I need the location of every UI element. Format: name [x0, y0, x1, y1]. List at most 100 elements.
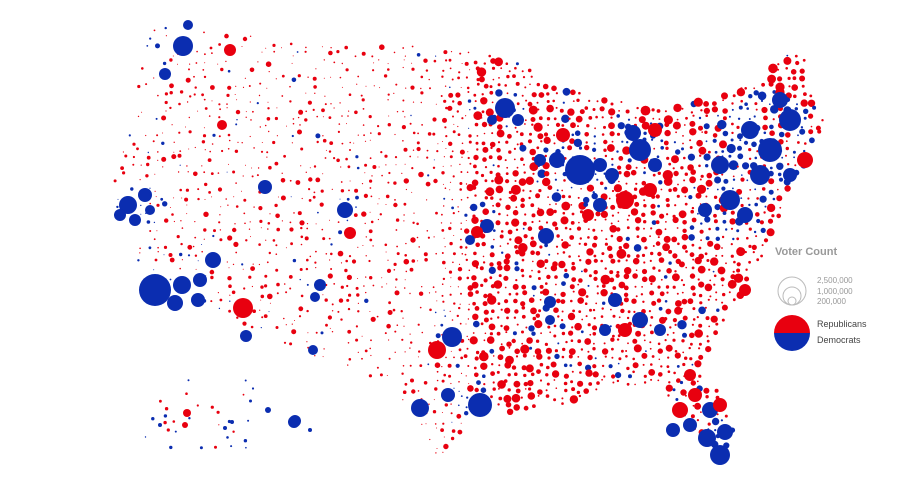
- county-bubble: [515, 292, 519, 296]
- county-bubble: [476, 380, 481, 385]
- county-bubble: [560, 216, 569, 225]
- county-bubble: [423, 381, 428, 385]
- county-bubble: [475, 290, 479, 294]
- county-bubble: [603, 139, 608, 145]
- county-bubble: [605, 238, 608, 241]
- county-bubble: [625, 355, 628, 358]
- county-bubble: [451, 198, 453, 201]
- county-bubble: [721, 247, 723, 249]
- county-bubble: [467, 151, 469, 153]
- county-bubble: [459, 163, 461, 166]
- county-bubble: [432, 286, 435, 289]
- county-bubble: [441, 294, 444, 297]
- county-bubble: [324, 157, 327, 159]
- county-bubble: [393, 262, 397, 266]
- county-bubble: [444, 187, 447, 189]
- county-bubble: [600, 289, 608, 297]
- county-bubble: [616, 379, 620, 383]
- county-bubble: [521, 342, 524, 345]
- county-bubble: [348, 255, 352, 258]
- county-bubble: [480, 322, 484, 326]
- county-bubble: [291, 323, 293, 325]
- county-bubble: [305, 110, 308, 113]
- county-bubble: [410, 341, 413, 344]
- county-bubble: [762, 124, 768, 131]
- county-bubble: [601, 284, 606, 288]
- county-bubble: [717, 119, 727, 130]
- county-bubble: [227, 148, 230, 150]
- county-bubble: [217, 292, 219, 294]
- county-bubble: [553, 117, 557, 121]
- county-bubble: [587, 236, 590, 239]
- county-bubble: [531, 123, 534, 126]
- county-bubble: [434, 311, 437, 314]
- county-bubble: [372, 165, 377, 169]
- size-circle-small: [787, 296, 797, 306]
- county-bubble: [611, 374, 616, 379]
- county-bubble: [204, 199, 206, 200]
- county-bubble: [464, 61, 469, 66]
- county-bubble: [148, 246, 152, 250]
- county-bubble: [675, 398, 679, 401]
- county-bubble: [499, 245, 502, 247]
- county-bubble: [664, 122, 670, 128]
- county-bubble: [434, 423, 437, 425]
- county-bubble: [283, 341, 287, 344]
- county-bubble: [665, 308, 672, 315]
- county-bubble: [498, 274, 502, 278]
- county-bubble: [361, 183, 364, 185]
- county-bubble: [493, 280, 503, 289]
- county-bubble: [684, 172, 688, 176]
- county-bubble: [192, 245, 195, 248]
- county-bubble: [451, 206, 454, 210]
- county-bubble: [557, 342, 560, 345]
- county-bubble: [460, 356, 464, 360]
- county-bubble: [504, 307, 511, 314]
- county-bubble: [313, 191, 316, 194]
- county-bubble: [208, 191, 212, 194]
- metro-bubble: [534, 154, 546, 166]
- county-bubble: [575, 115, 583, 123]
- county-bubble: [690, 380, 696, 386]
- county-bubble: [562, 211, 566, 215]
- metro-bubble: [167, 295, 183, 311]
- county-bubble: [344, 45, 349, 50]
- size-label-medium: 1,000,000: [817, 287, 853, 296]
- county-bubble: [497, 354, 504, 361]
- county-bubble: [263, 314, 268, 318]
- county-bubble: [242, 175, 244, 177]
- county-bubble: [153, 238, 156, 241]
- county-bubble: [484, 196, 488, 200]
- county-bubble: [320, 189, 324, 193]
- county-bubble: [194, 146, 196, 149]
- metro-bubble: [442, 327, 462, 347]
- county-bubble: [194, 254, 198, 257]
- county-bubble: [592, 242, 597, 248]
- county-bubble: [714, 429, 717, 432]
- county-bubble: [560, 299, 566, 304]
- county-bubble: [599, 106, 605, 112]
- county-bubble: [425, 69, 429, 72]
- county-bubble: [585, 141, 588, 144]
- metro-bubble: [616, 191, 634, 209]
- county-bubble: [794, 54, 798, 58]
- county-bubble: [721, 235, 725, 239]
- county-bubble: [717, 266, 726, 275]
- county-bubble: [593, 142, 596, 145]
- county-bubble: [698, 125, 703, 131]
- county-bubble: [601, 133, 605, 136]
- county-bubble: [410, 378, 414, 383]
- county-bubble: [745, 268, 748, 271]
- county-bubble: [659, 213, 665, 219]
- county-bubble: [521, 274, 525, 278]
- county-bubble: [411, 67, 415, 71]
- county-bubble: [496, 370, 500, 374]
- county-bubble: [635, 166, 638, 169]
- county-bubble: [476, 135, 479, 137]
- county-bubble: [306, 258, 309, 262]
- county-bubble: [755, 108, 758, 111]
- county-bubble: [361, 211, 367, 217]
- county-bubble: [665, 221, 667, 223]
- county-bubble: [740, 203, 744, 208]
- county-bubble: [514, 261, 519, 266]
